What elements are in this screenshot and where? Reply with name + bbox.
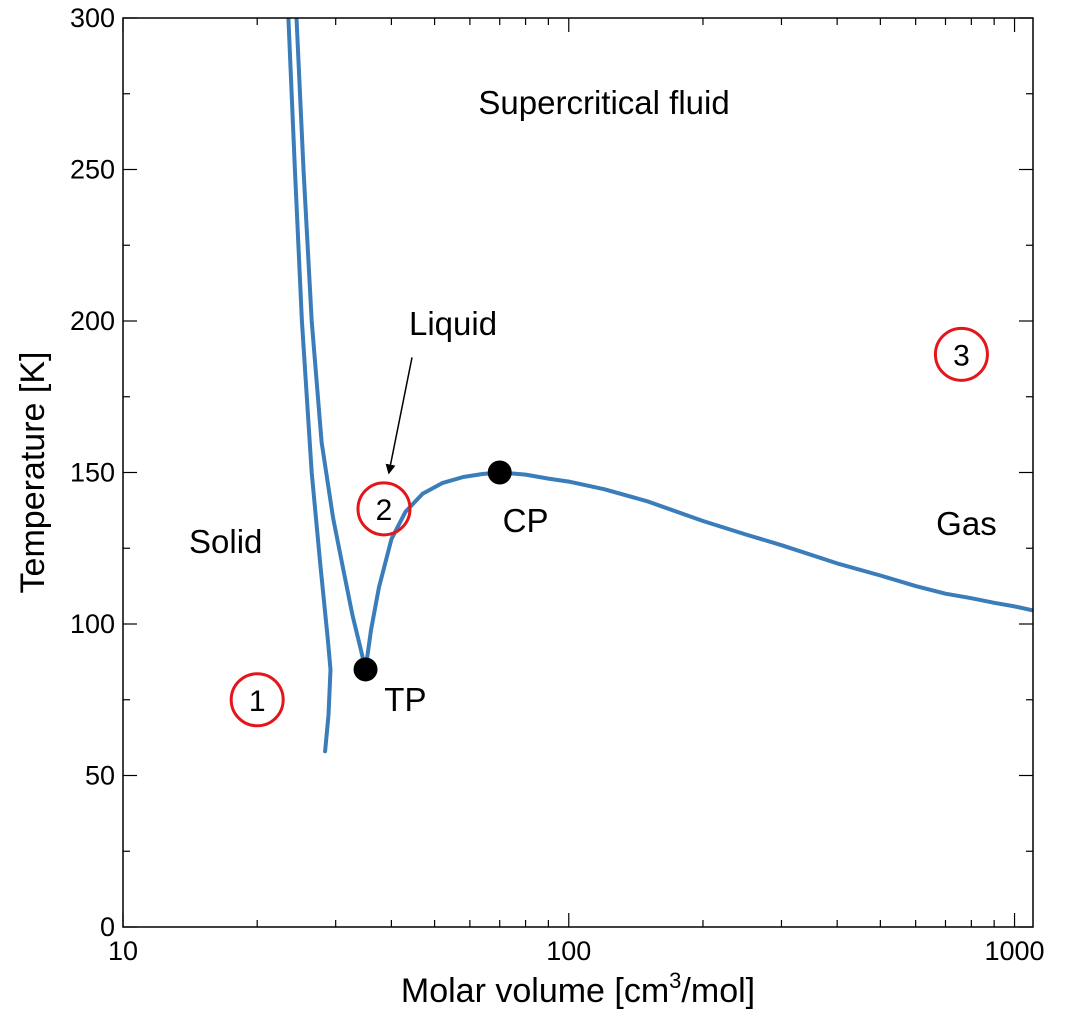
special-points	[353, 460, 512, 682]
y-tick-label: 50	[85, 761, 115, 791]
y-tick-label: 100	[70, 609, 115, 639]
x-axis-title: Molar volume [cm3/mol]	[401, 968, 755, 1010]
marker-number-2: 2	[376, 494, 393, 527]
annotations: Supercritical fluid Liquid Solid Gas TP CP	[189, 84, 997, 718]
axis-labels: 0 50 100 150 200 250 300 10 100 1000	[70, 3, 1045, 966]
annotation-supercritical-fluid: Supercritical fluid	[478, 84, 729, 121]
y-tick-label: 200	[70, 306, 115, 336]
y-axis-title: Temperature [K]	[14, 352, 52, 594]
y-tick-label: 250	[70, 155, 115, 185]
marker-number-1: 1	[249, 685, 266, 718]
annotation-solid: Solid	[189, 523, 262, 560]
x-tick-label: 100	[546, 936, 591, 966]
marker-number-3: 3	[953, 339, 970, 372]
marker-circle-1	[229, 672, 285, 728]
coexistence-curve-line	[363, 470, 1033, 672]
circled-markers: 1 2 3	[229, 326, 989, 728]
plot-frame	[122, 17, 1034, 928]
y-tick-label: 300	[70, 3, 115, 33]
x-axis-title-main: Molar volume [cm	[401, 972, 669, 1010]
liquid-arrow	[385, 357, 413, 475]
x-tick-label: 1000	[985, 936, 1045, 966]
phase-boundaries	[286, 18, 1033, 754]
solid-boundary-line	[286, 18, 333, 754]
x-tick-label: 10	[108, 936, 138, 966]
marker-circle-2	[356, 481, 412, 537]
melting-boundary-line	[294, 18, 368, 672]
y-tick-label: 150	[70, 458, 115, 488]
y-tick-label: 0	[100, 912, 115, 942]
annotation-cp: CP	[503, 502, 549, 539]
point-cp	[487, 460, 512, 485]
axis-ticks	[122, 17, 1033, 928]
point-tp	[353, 657, 378, 682]
annotation-tp: TP	[384, 681, 426, 718]
x-axis-title-end: /mol]	[681, 972, 755, 1010]
marker-circle-3	[933, 326, 989, 382]
annotation-liquid: Liquid	[409, 305, 497, 342]
annotation-gas: Gas	[936, 505, 997, 542]
x-axis-title-superscript: 3	[669, 968, 681, 993]
